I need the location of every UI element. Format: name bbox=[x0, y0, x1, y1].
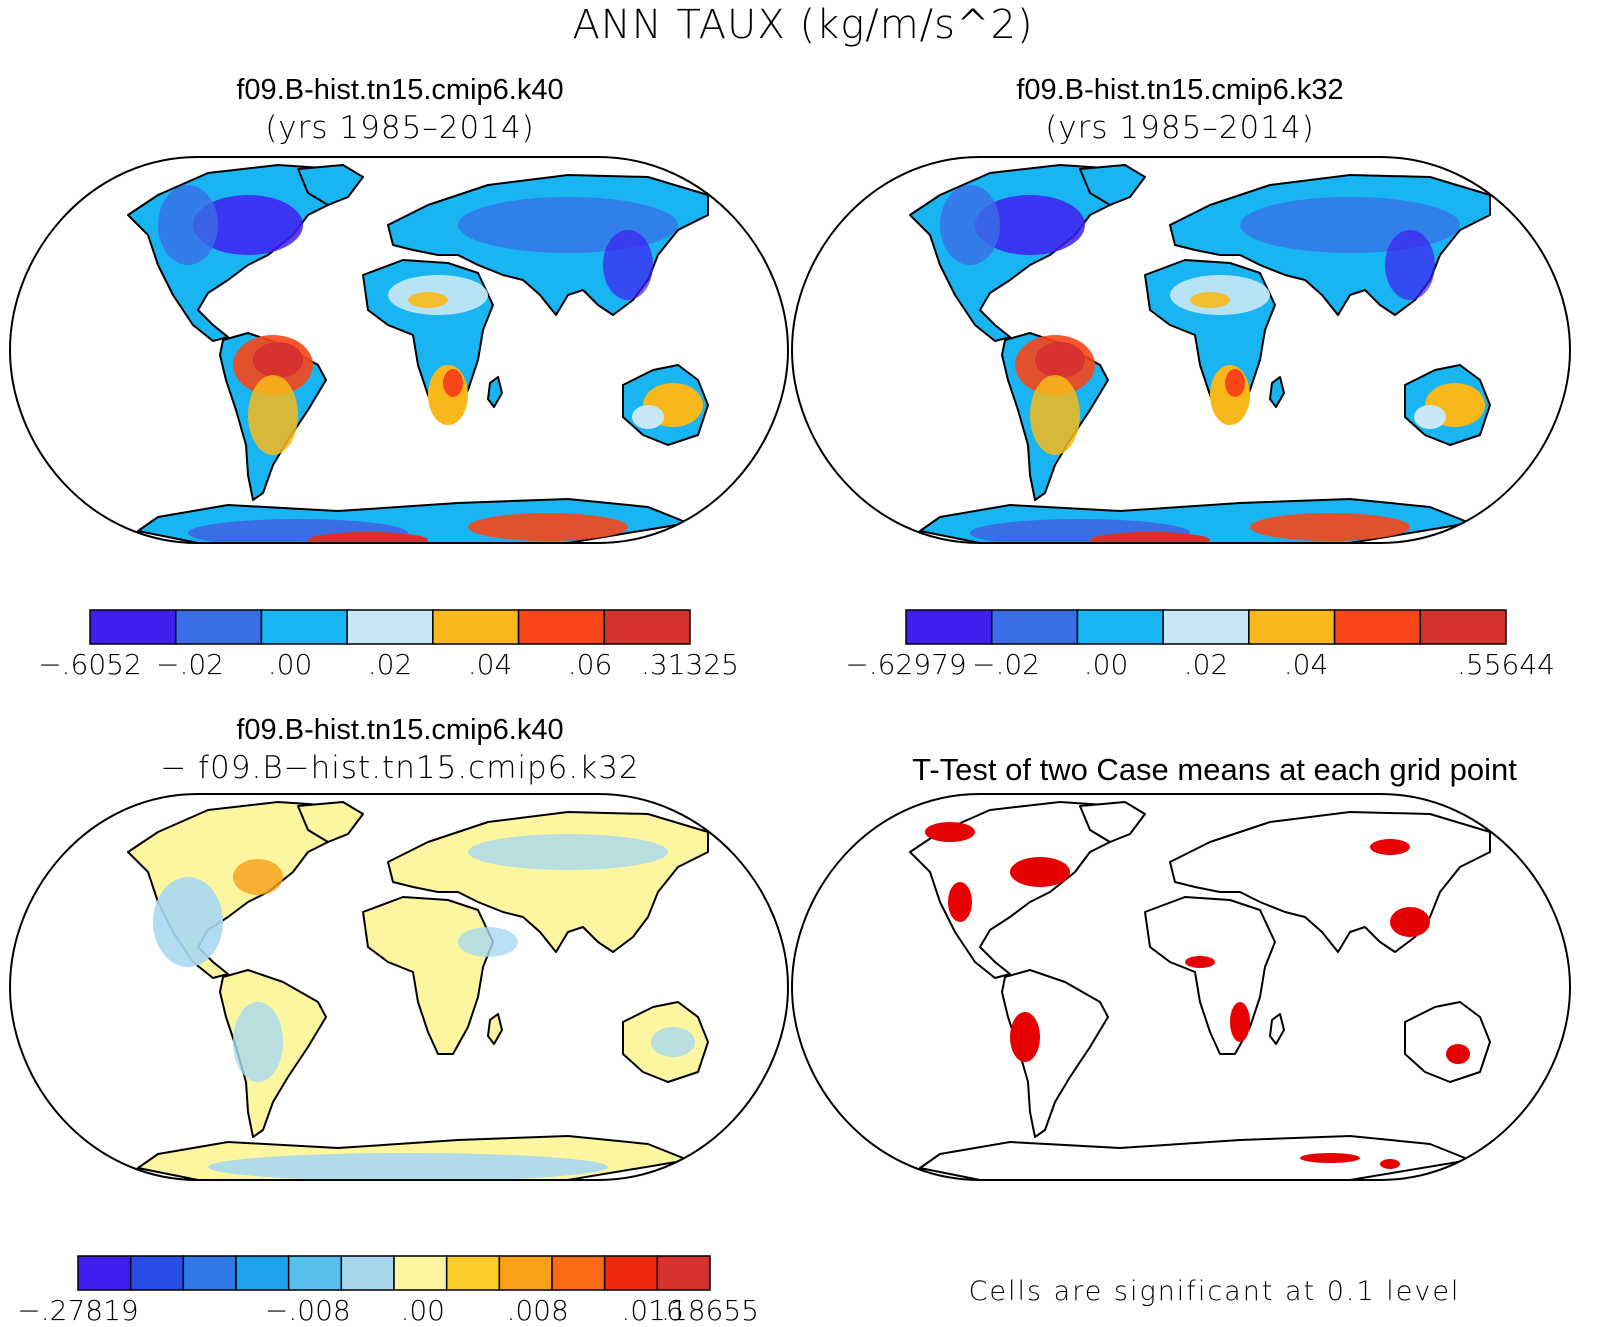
na-strong-region bbox=[193, 195, 303, 255]
colorbar-tick-label: .00 bbox=[1084, 648, 1129, 681]
colorbar-tick-label: .02 bbox=[1184, 648, 1229, 681]
significance-note: Cells are significant at 0.1 level bbox=[968, 1276, 1461, 1307]
colorbar-swatch bbox=[129, 1255, 185, 1291]
colorbar-swatch bbox=[77, 1255, 132, 1291]
panel-2-map bbox=[790, 156, 1572, 544]
panel-3-diff-label: − f09.B−hist.tn15.cmip6.k32 bbox=[160, 750, 640, 786]
colorbar-swatch bbox=[1333, 609, 1422, 645]
panel-1-case-name: f09.B-hist.tn15.cmip6.k40 bbox=[236, 74, 564, 106]
colorbar-tick-label: .00 bbox=[400, 1294, 445, 1327]
colorbar-tick-label: .00 bbox=[268, 648, 313, 681]
colorbar-tick-label: .04 bbox=[468, 648, 513, 681]
colorbar-swatch bbox=[260, 609, 348, 645]
panel-1-title: f09.B-hist.tn15.cmip6.k40 (yrs 1985–2014… bbox=[0, 72, 800, 148]
colorbar-tick-label: .06 bbox=[568, 648, 613, 681]
colorbar-swatch bbox=[235, 1255, 290, 1291]
panel-3-case-name: f09.B-hist.tn15.cmip6.k40 bbox=[236, 714, 564, 746]
panel-3-title: f09.B-hist.tn15.cmip6.k40 − f09.B−hist.t… bbox=[0, 712, 800, 788]
colorbar-swatch bbox=[603, 609, 691, 645]
colorbar-swatch bbox=[1162, 609, 1250, 645]
colorbar-swatch bbox=[498, 1255, 553, 1291]
colorbar-swatch bbox=[603, 1255, 659, 1291]
colorbar-tick-label: .008 bbox=[506, 1294, 568, 1327]
panel-2-colorbar: −.62979 −.02 .00 .02 .04 .55644 bbox=[845, 609, 1555, 681]
colorbar-swatch bbox=[1076, 609, 1164, 645]
colorbar-swatch bbox=[1419, 609, 1507, 645]
colorbar-swatch bbox=[1248, 609, 1336, 645]
colorbar-tick-label: −.27819 bbox=[17, 1294, 138, 1327]
colorbar-tick-label: −.62979 bbox=[845, 648, 966, 681]
colorbar-swatch bbox=[990, 609, 1079, 645]
panel-3-map bbox=[8, 793, 790, 1181]
colorbar-swatch bbox=[287, 1255, 343, 1291]
colorbar-swatch bbox=[89, 609, 177, 645]
panel-2-case-name: f09.B-hist.tn15.cmip6.k32 bbox=[1016, 74, 1344, 106]
colorbar-tick-label: .02 bbox=[368, 648, 413, 681]
figure-title: ANN TAUX (kg/m/s^2) bbox=[572, 2, 1034, 48]
colorbar-tick-label: −.6052 bbox=[38, 648, 142, 681]
colorbar-tick-label: −.02 bbox=[156, 648, 224, 681]
colorbar-swatch bbox=[346, 609, 434, 645]
colorbar-tick-label: .016 bbox=[621, 1294, 683, 1327]
significant-cells bbox=[925, 822, 1470, 1169]
colorbar-swatch bbox=[905, 609, 993, 645]
colorbar-tick-label: −.008 bbox=[265, 1294, 351, 1327]
colorbar-tick-label: .18655 bbox=[661, 1294, 759, 1327]
panel-2-title: f09.B-hist.tn15.cmip6.k32 (yrs 1985–2014… bbox=[780, 72, 1580, 148]
panel-1-years: (yrs 1985–2014) bbox=[265, 110, 535, 146]
colorbar-swatch bbox=[656, 1255, 711, 1291]
colorbar-swatch bbox=[517, 609, 606, 645]
colorbar-swatch bbox=[174, 609, 263, 645]
colorbar-swatch bbox=[445, 1255, 501, 1291]
colorbar-tick-label: .55644 bbox=[1457, 648, 1555, 681]
panel-2-years: (yrs 1985–2014) bbox=[1045, 110, 1315, 146]
colorbar-tick-label: .04 bbox=[1284, 648, 1329, 681]
panel-4-ttest-map bbox=[790, 793, 1572, 1181]
colorbar-swatch bbox=[432, 609, 520, 645]
colorbar-swatch bbox=[393, 1255, 448, 1291]
colorbar-swatch bbox=[551, 1255, 606, 1291]
panel-1-colorbar: −.6052 −.02 .00 .02 .04 .06 .31325 bbox=[38, 609, 739, 681]
ttest-title: T-Test of two Case means at each grid po… bbox=[912, 752, 1517, 787]
panel-3-colorbar: −.27819 −.008 .00 .008 .016.18655 bbox=[17, 1255, 759, 1327]
colorbar-tick-label: .31325 bbox=[641, 648, 739, 681]
colorbar-swatch bbox=[182, 1255, 237, 1291]
colorbar-swatch bbox=[340, 1255, 395, 1291]
panel-1-map bbox=[8, 156, 790, 544]
colorbar-tick-label: −.02 bbox=[972, 648, 1040, 681]
